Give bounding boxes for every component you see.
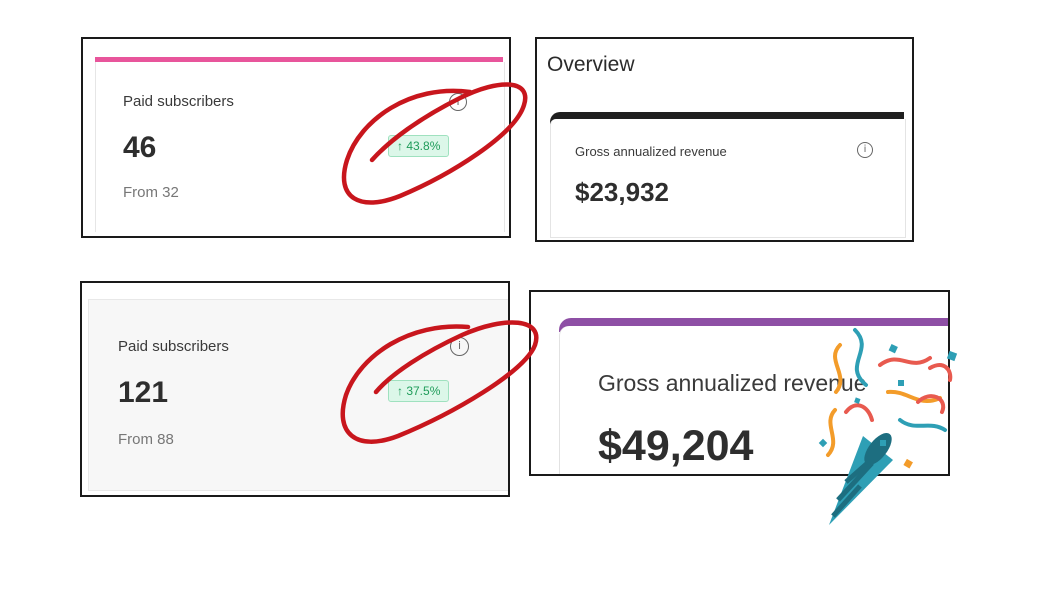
paid-subscribers-card-bottom: Paid subscribers i 121 ↑ 37.5% From 88: [80, 281, 510, 497]
card-accent-bar: [95, 57, 503, 62]
card-body: [550, 119, 906, 238]
change-badge: ↑ 37.5%: [388, 380, 450, 402]
metric-value: 46: [123, 131, 157, 164]
metric-from: From 88: [118, 431, 174, 448]
hand-drawn-circle: [340, 82, 539, 444]
metric-label: Gross annualized revenue: [598, 370, 867, 396]
metric-value: $49,204: [598, 422, 754, 470]
metric-label: Paid subscribers: [123, 93, 234, 110]
paid-subscribers-card-top: Paid subscribers i 46 ↑ 43.8% From 32: [81, 37, 511, 238]
info-icon[interactable]: i: [857, 142, 873, 158]
metric-label: Paid subscribers: [118, 338, 229, 355]
party-popper-icon: [818, 328, 958, 525]
overview-header: Overview: [547, 53, 635, 76]
overview-revenue-card-top: Overview Gross annualized revenue i $23,…: [535, 37, 914, 242]
metric-label: Gross annualized revenue: [575, 144, 727, 159]
metric-value: 121: [118, 376, 169, 409]
metric-value: $23,932: [575, 177, 669, 207]
change-badge: ↑ 43.8%: [388, 135, 450, 157]
metric-from: From 32: [123, 184, 179, 201]
card-body: [95, 62, 505, 232]
